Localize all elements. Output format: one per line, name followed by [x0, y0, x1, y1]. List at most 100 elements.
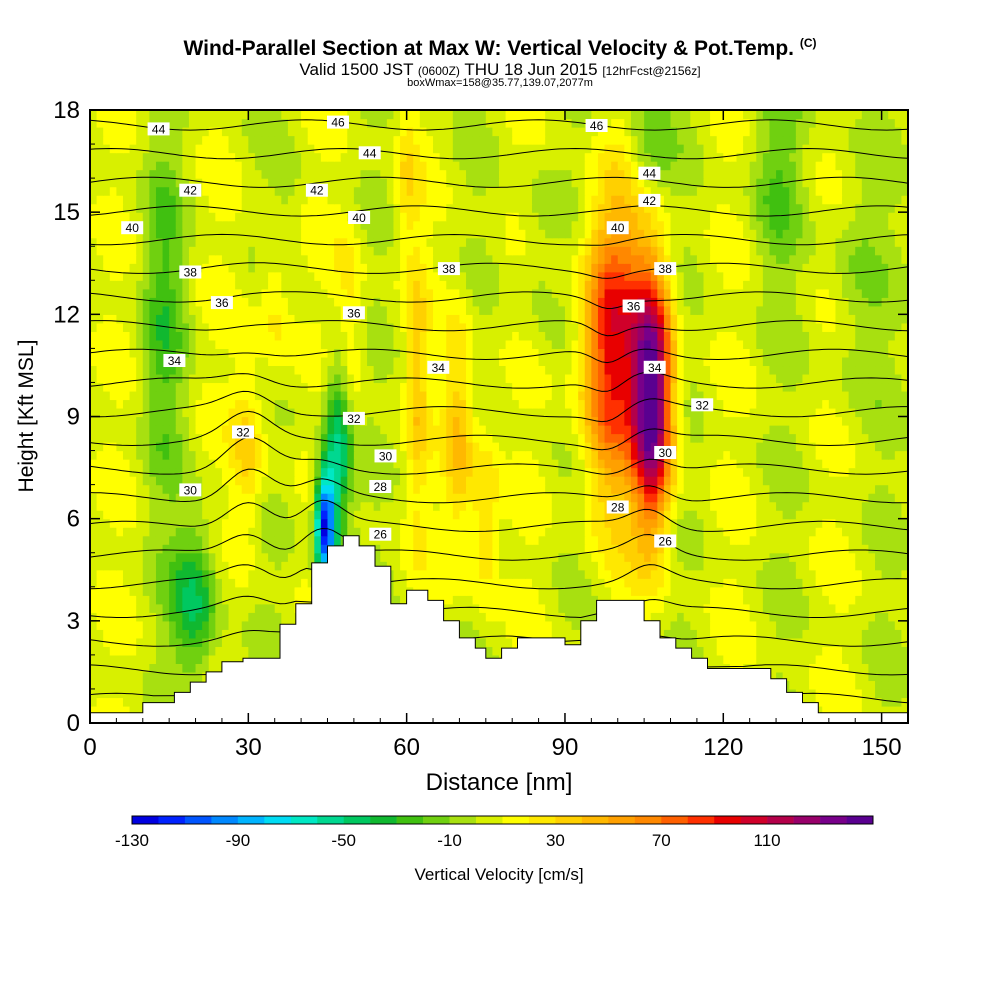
- velocity-cell: [162, 467, 170, 477]
- velocity-cell: [710, 450, 718, 460]
- velocity-cell: [888, 544, 896, 554]
- velocity-cell: [815, 433, 823, 443]
- velocity-cell: [604, 552, 612, 562]
- velocity-cell: [235, 501, 243, 511]
- velocity-cell: [268, 501, 276, 511]
- velocity-cell: [703, 382, 711, 392]
- velocity-cell: [617, 595, 625, 605]
- velocity-cell: [195, 629, 203, 639]
- velocity-cell: [393, 425, 401, 435]
- velocity-cell: [525, 552, 533, 562]
- velocity-cell: [228, 527, 236, 537]
- velocity-cell: [637, 450, 645, 460]
- velocity-cell: [875, 382, 883, 392]
- velocity-cell: [274, 433, 282, 443]
- velocity-cell: [452, 603, 461, 613]
- velocity-cell: [188, 561, 197, 571]
- velocity-cell: [149, 416, 157, 426]
- velocity-cell: [122, 569, 131, 579]
- velocity-cell: [597, 467, 606, 477]
- velocity-cell: [446, 442, 454, 452]
- velocity-cell: [894, 501, 903, 511]
- velocity-cell: [314, 501, 322, 511]
- velocity-cell: [215, 586, 223, 596]
- velocity-cell: [868, 663, 876, 673]
- velocity-cell: [822, 527, 830, 537]
- velocity-cell: [875, 484, 883, 494]
- velocity-cell: [545, 578, 553, 588]
- velocity-cell: [472, 382, 480, 392]
- velocity-cell: [861, 569, 870, 579]
- velocity-cell: [241, 407, 249, 418]
- velocity-cell: [650, 425, 658, 435]
- velocity-cell: [591, 390, 599, 401]
- velocity-cell: [386, 416, 395, 426]
- velocity-cell: [109, 705, 117, 716]
- velocity-cell: [822, 467, 830, 477]
- velocity-cell: [109, 663, 117, 673]
- velocity-cell: [169, 484, 177, 494]
- velocity-cell: [822, 637, 830, 647]
- velocity-cell: [314, 450, 322, 460]
- velocity-cell: [512, 535, 520, 545]
- velocity-cell: [795, 552, 804, 562]
- velocity-cell: [888, 578, 896, 588]
- velocity-cell: [881, 671, 889, 682]
- velocity-cell: [413, 561, 421, 571]
- velocity-cell: [307, 416, 315, 426]
- velocity-cell: [769, 425, 777, 435]
- velocity-cell: [175, 569, 183, 579]
- velocity-cell: [736, 390, 744, 401]
- velocity-cell: [716, 501, 724, 511]
- velocity-cell: [459, 569, 467, 579]
- velocity-cell: [591, 493, 599, 503]
- velocity-cell: [446, 544, 454, 554]
- velocity-cell: [208, 561, 216, 571]
- velocity-cell: [525, 390, 533, 401]
- velocity-cell: [630, 467, 639, 477]
- velocity-cell: [795, 586, 804, 596]
- velocity-cell: [433, 390, 441, 401]
- velocity-cell: [162, 654, 170, 664]
- velocity-cell: [142, 620, 150, 630]
- velocity-cell: [578, 390, 586, 401]
- velocity-cell: [881, 484, 889, 494]
- velocity-cell: [789, 493, 797, 503]
- velocity-cell: [848, 569, 856, 579]
- velocity-cell: [716, 535, 724, 545]
- velocity-cell: [129, 680, 137, 690]
- velocity-cell: [505, 527, 513, 537]
- velocity-cell: [736, 467, 744, 477]
- velocity-cell: [743, 407, 751, 418]
- velocity-cell: [320, 518, 329, 528]
- velocity-cell: [604, 467, 612, 477]
- velocity-cell: [663, 459, 672, 469]
- velocity-cell: [228, 595, 236, 605]
- velocity-cell: [439, 399, 447, 409]
- velocity-cell: [545, 425, 553, 435]
- velocity-cell: [241, 382, 249, 392]
- velocity-cell: [505, 586, 513, 596]
- velocity-cell: [466, 382, 474, 392]
- velocity-cell: [584, 390, 592, 401]
- velocity-cell: [241, 629, 249, 639]
- velocity-cell: [769, 450, 777, 460]
- velocity-cell: [736, 561, 744, 571]
- velocity-cell: [96, 459, 104, 469]
- velocity-cell: [650, 390, 658, 401]
- velocity-cell: [479, 493, 487, 503]
- velocity-cell: [479, 476, 487, 486]
- velocity-cell: [835, 442, 843, 452]
- velocity-cell: [743, 476, 751, 486]
- velocity-cell: [228, 450, 236, 460]
- velocity-cell: [881, 569, 889, 579]
- velocity-cell: [512, 518, 520, 528]
- velocity-cell: [710, 501, 718, 511]
- velocity-cell: [248, 382, 256, 392]
- velocity-cell: [155, 442, 164, 452]
- velocity-cell: [195, 586, 203, 596]
- velocity-cell: [828, 544, 837, 554]
- velocity-cell: [776, 407, 784, 418]
- velocity-cell: [235, 595, 243, 605]
- velocity-cell: [505, 484, 513, 494]
